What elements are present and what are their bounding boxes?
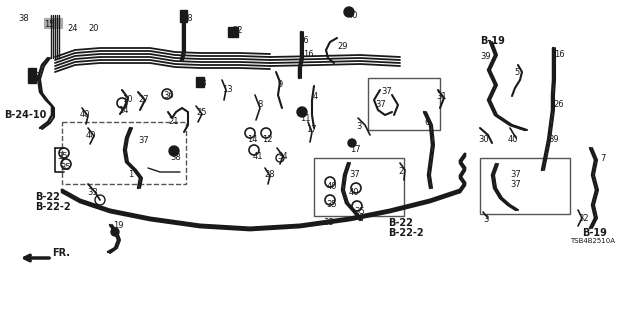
Text: 11: 11 <box>300 114 310 123</box>
Text: 35: 35 <box>326 200 337 209</box>
Text: 2: 2 <box>398 167 403 176</box>
Text: B-22-2: B-22-2 <box>388 228 424 238</box>
Text: 16: 16 <box>298 36 308 45</box>
Text: 5: 5 <box>514 68 519 77</box>
Text: B-19: B-19 <box>582 228 607 238</box>
Text: 20: 20 <box>88 24 99 33</box>
Text: 40: 40 <box>86 131 97 140</box>
Bar <box>62 122 186 184</box>
Circle shape <box>111 228 119 236</box>
Text: 35: 35 <box>60 163 70 172</box>
Text: 14: 14 <box>247 135 257 144</box>
Text: 35: 35 <box>57 152 68 161</box>
Bar <box>196 77 204 87</box>
Text: 36: 36 <box>163 91 173 100</box>
Bar <box>480 158 570 214</box>
Text: 26: 26 <box>553 100 564 109</box>
Text: 24: 24 <box>67 24 77 33</box>
Circle shape <box>297 107 307 117</box>
Text: 40: 40 <box>80 110 90 119</box>
Text: 37: 37 <box>349 170 360 179</box>
Circle shape <box>169 146 179 156</box>
Text: FR.: FR. <box>52 248 70 258</box>
Text: 39: 39 <box>480 52 491 61</box>
Text: 15: 15 <box>44 20 54 29</box>
Text: 14: 14 <box>118 106 129 115</box>
Text: 40: 40 <box>349 188 360 197</box>
Text: 9: 9 <box>277 80 282 89</box>
Text: 33: 33 <box>323 218 333 227</box>
Text: 38: 38 <box>18 14 29 23</box>
Text: 27: 27 <box>138 95 148 104</box>
Text: 18: 18 <box>182 14 193 23</box>
Text: 35: 35 <box>354 207 365 216</box>
Text: 38: 38 <box>170 153 180 162</box>
Text: 16: 16 <box>303 50 314 59</box>
Text: 19: 19 <box>113 221 124 230</box>
Text: 40: 40 <box>348 11 358 20</box>
Text: 37: 37 <box>381 87 392 96</box>
Text: 21: 21 <box>168 117 179 126</box>
Bar <box>314 158 404 216</box>
Text: 18: 18 <box>30 72 40 81</box>
Text: 16: 16 <box>554 50 564 59</box>
Text: 22: 22 <box>232 26 243 35</box>
Text: 23: 23 <box>196 79 207 88</box>
Text: 34: 34 <box>277 152 287 161</box>
Text: 12: 12 <box>262 135 273 144</box>
Text: 10: 10 <box>122 95 132 104</box>
Text: 40: 40 <box>508 135 518 144</box>
Text: 6: 6 <box>424 118 429 127</box>
Text: 41: 41 <box>253 152 264 161</box>
Text: 13: 13 <box>222 85 232 94</box>
Text: 17: 17 <box>306 125 317 134</box>
Text: TSB4B2510A: TSB4B2510A <box>570 238 615 244</box>
Text: 33: 33 <box>87 188 98 197</box>
Circle shape <box>348 139 356 147</box>
Text: 3: 3 <box>483 215 488 224</box>
Text: 37: 37 <box>138 136 148 145</box>
Bar <box>368 78 440 130</box>
Text: 4: 4 <box>313 92 318 101</box>
Text: B-24-10: B-24-10 <box>4 110 46 120</box>
Text: 3: 3 <box>356 122 362 131</box>
Bar <box>228 27 238 37</box>
Text: 32: 32 <box>578 214 589 223</box>
Text: 37: 37 <box>510 170 521 179</box>
Text: B-19: B-19 <box>480 36 505 46</box>
Bar <box>44 18 62 28</box>
Text: 37: 37 <box>375 100 386 109</box>
Bar <box>28 68 36 83</box>
Text: 28: 28 <box>264 170 275 179</box>
Text: 40: 40 <box>327 182 337 191</box>
Text: 30: 30 <box>478 135 488 144</box>
Text: B-22: B-22 <box>388 218 413 228</box>
Text: 29: 29 <box>337 42 348 51</box>
Text: B-22: B-22 <box>35 192 60 202</box>
Text: 17: 17 <box>350 145 360 154</box>
Text: 39: 39 <box>548 135 559 144</box>
Text: 31: 31 <box>436 92 447 101</box>
Text: 1: 1 <box>128 170 133 179</box>
Text: 25: 25 <box>196 108 207 117</box>
Bar <box>180 10 187 22</box>
Text: 37: 37 <box>510 180 521 189</box>
Text: 7: 7 <box>600 154 605 163</box>
Circle shape <box>344 7 354 17</box>
Text: B-22-2: B-22-2 <box>35 202 70 212</box>
Text: 8: 8 <box>257 100 262 109</box>
